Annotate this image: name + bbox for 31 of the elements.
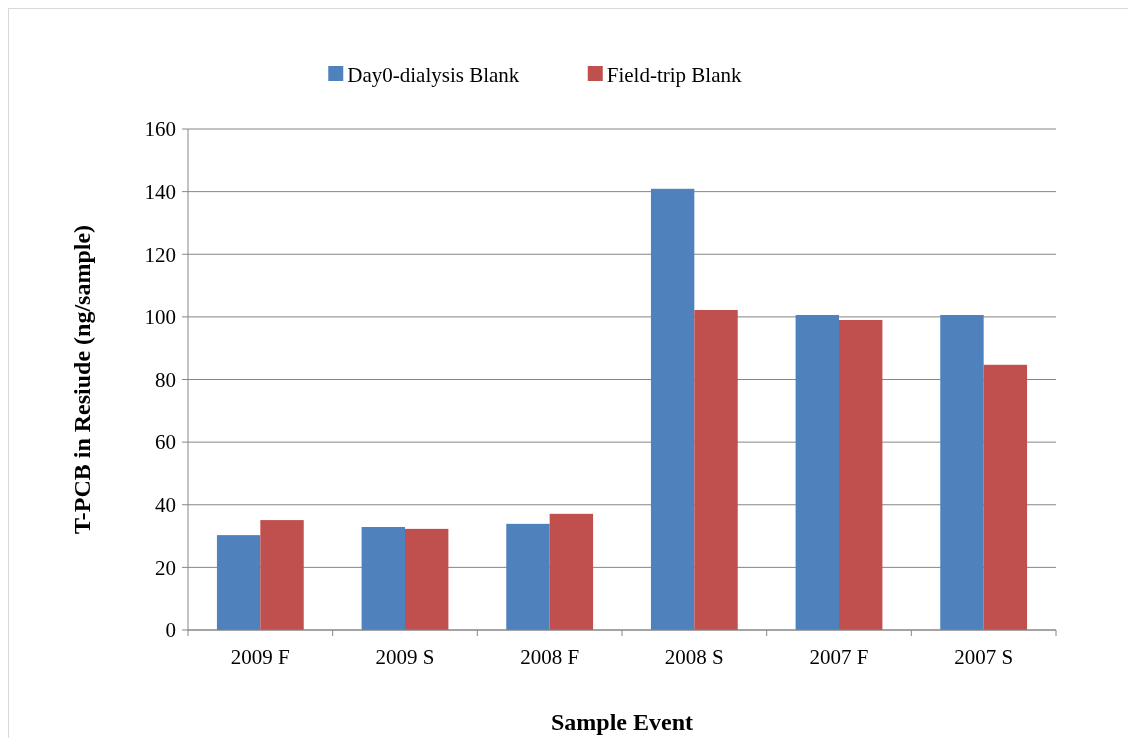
bar: [650, 188, 695, 630]
y-axis-title: T-PCB in Resiude (ng/sample): [69, 224, 95, 535]
y-tick-label: 20: [155, 555, 176, 580]
y-tick-label: 140: [144, 179, 176, 204]
y-tick-label: 120: [144, 242, 176, 267]
x-tick-label: 2008 S: [664, 645, 724, 669]
bar: [216, 535, 261, 630]
bar: [405, 528, 449, 630]
y-tick-label: 80: [155, 367, 176, 392]
x-tick-label: 2009 S: [375, 645, 435, 669]
x-tick-label: 2008 F: [520, 645, 580, 669]
bar: [839, 320, 883, 630]
legend-label: Day0-dialysis Blank: [347, 63, 520, 88]
x-tick-label: 2007 S: [954, 645, 1014, 669]
bar: [361, 526, 405, 630]
y-tick-label: 40: [155, 493, 176, 518]
bar: [940, 315, 984, 630]
y-tick-label: 60: [155, 430, 176, 455]
y-tick-label: 0: [165, 618, 176, 643]
bar: [506, 523, 550, 630]
x-tick-label: 2009 F: [230, 645, 290, 669]
x-axis-title: Sample Event: [550, 709, 694, 735]
y-tick-label: 100: [144, 305, 176, 330]
legend-label: Field-trip Blank: [606, 63, 742, 88]
bar: [795, 315, 839, 630]
bar: [983, 364, 1028, 630]
bar: [260, 520, 304, 630]
y-tick-label: 160: [144, 117, 176, 142]
bar: [694, 309, 738, 630]
bar: [549, 513, 594, 630]
x-tick-label: 2007 F: [809, 645, 869, 669]
